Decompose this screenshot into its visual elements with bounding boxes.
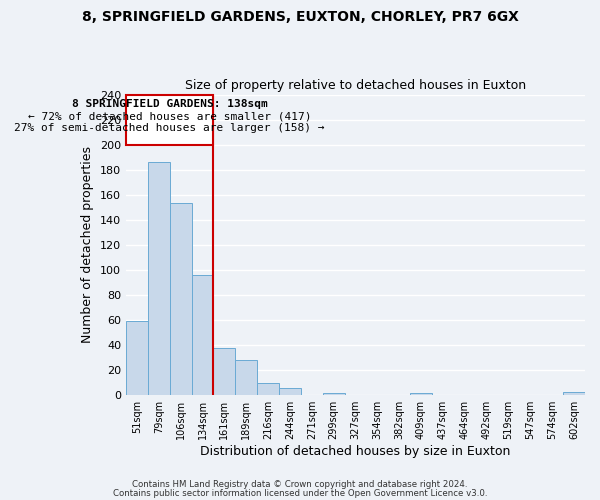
- Bar: [191, 274, 214, 394]
- Bar: [214, 348, 235, 395]
- Text: Contains public sector information licensed under the Open Government Licence v3: Contains public sector information licen…: [113, 488, 487, 498]
- FancyBboxPatch shape: [126, 94, 214, 144]
- Bar: [170, 204, 191, 394]
- Bar: [148, 162, 170, 394]
- Y-axis label: Number of detached properties: Number of detached properties: [81, 146, 94, 343]
- Text: 27% of semi-detached houses are larger (158) →: 27% of semi-detached houses are larger (…: [14, 123, 325, 133]
- Text: Contains HM Land Registry data © Crown copyright and database right 2024.: Contains HM Land Registry data © Crown c…: [132, 480, 468, 489]
- Title: Size of property relative to detached houses in Euxton: Size of property relative to detached ho…: [185, 79, 526, 92]
- Bar: [235, 360, 257, 394]
- Bar: [279, 388, 301, 394]
- Bar: [563, 392, 585, 394]
- Text: ← 72% of detached houses are smaller (417): ← 72% of detached houses are smaller (41…: [28, 111, 311, 121]
- Text: 8, SPRINGFIELD GARDENS, EUXTON, CHORLEY, PR7 6GX: 8, SPRINGFIELD GARDENS, EUXTON, CHORLEY,…: [82, 10, 518, 24]
- Bar: [257, 384, 279, 394]
- Text: 8 SPRINGFIELD GARDENS: 138sqm: 8 SPRINGFIELD GARDENS: 138sqm: [72, 99, 268, 109]
- X-axis label: Distribution of detached houses by size in Euxton: Distribution of detached houses by size …: [200, 444, 511, 458]
- Bar: [126, 321, 148, 394]
